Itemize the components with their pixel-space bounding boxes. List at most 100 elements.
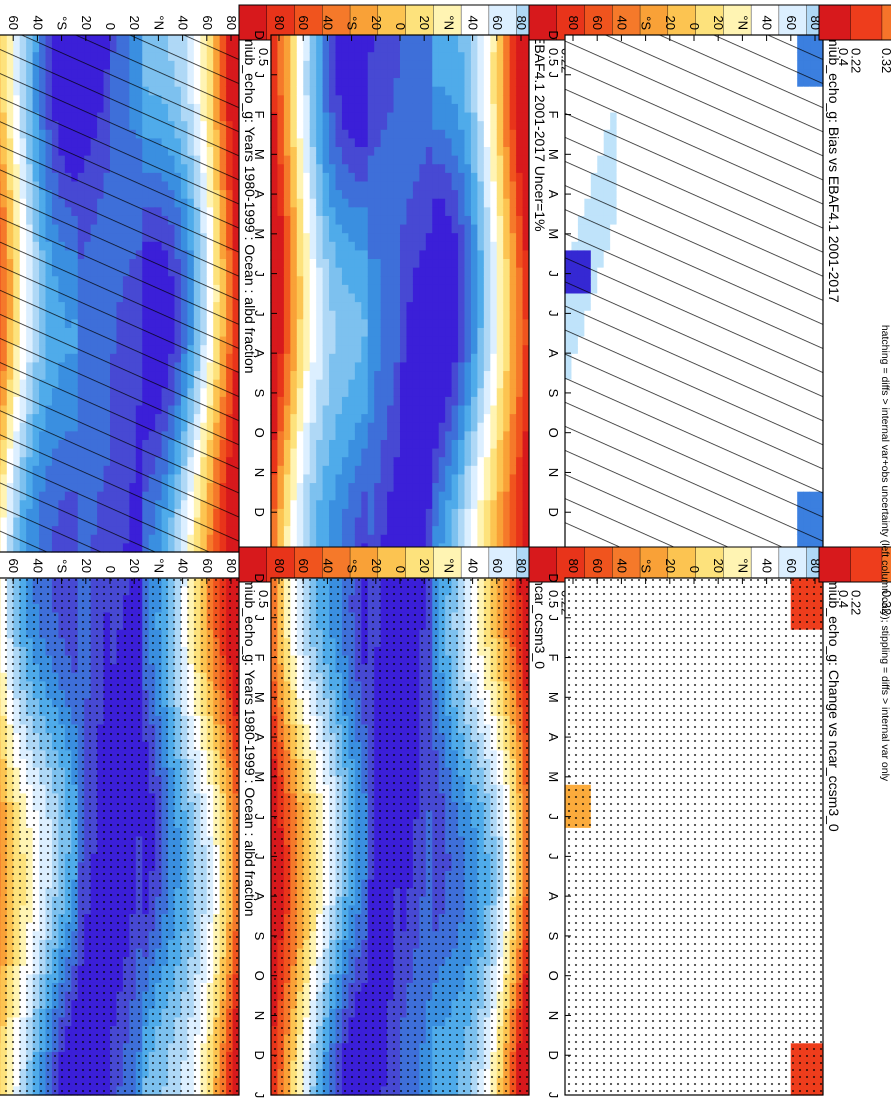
heat-cell <box>522 216 529 225</box>
heat-cell <box>296 414 303 423</box>
heat-cell <box>328 535 335 544</box>
heat-cell <box>406 207 413 216</box>
heat-cell <box>380 156 387 165</box>
heat-cell <box>425 285 432 294</box>
heat-cell <box>348 500 355 509</box>
heat-cell <box>432 276 439 285</box>
heat-cell <box>457 190 464 199</box>
heat-cell <box>496 492 503 501</box>
heat-cell <box>470 52 477 61</box>
heat-cell <box>432 250 439 259</box>
heat-cell <box>516 259 523 268</box>
heat-cell <box>522 354 529 363</box>
heat-cell <box>522 483 529 492</box>
heat-cell <box>457 44 464 53</box>
heat-cell <box>341 431 348 440</box>
heat-cell <box>335 302 342 311</box>
heat-cell <box>354 397 361 406</box>
heat-cell <box>432 95 439 104</box>
heat-cell <box>516 328 523 337</box>
heat-cell <box>290 87 297 96</box>
heat-cell <box>483 406 490 415</box>
heat-cell <box>290 44 297 53</box>
heat-cell <box>316 302 323 311</box>
heat-cell <box>309 164 316 173</box>
heat-cell <box>438 483 445 492</box>
heat-cell <box>399 302 406 311</box>
heat-cell <box>380 285 387 294</box>
heat-cell <box>432 483 439 492</box>
heat-cell <box>419 181 426 190</box>
heat-cell <box>406 449 413 458</box>
heat-cell <box>490 345 497 354</box>
heat-cell <box>399 354 406 363</box>
heat-cell <box>380 526 387 535</box>
heat-cell <box>387 181 394 190</box>
heat-cell <box>432 104 439 113</box>
heat-cell <box>445 95 452 104</box>
heat-cell <box>490 69 497 78</box>
heat-cell <box>522 87 529 96</box>
heat-cell <box>374 397 381 406</box>
heat-cell <box>419 78 426 87</box>
heat-cell <box>296 406 303 415</box>
heat-cell <box>335 121 342 130</box>
heat-cell <box>303 164 310 173</box>
heat-cell <box>470 113 477 122</box>
heat-cell <box>483 500 490 509</box>
heat-cell <box>451 130 458 139</box>
heat-cell <box>406 276 413 285</box>
heat-cell <box>503 35 510 44</box>
heat-cell <box>354 181 361 190</box>
heat-cell <box>354 121 361 130</box>
heat-cell <box>277 449 284 458</box>
heat-cell <box>432 147 439 156</box>
heat-cell <box>425 87 432 96</box>
heat-cell <box>509 518 516 527</box>
heat-cell <box>374 181 381 190</box>
heat-cell <box>425 225 432 234</box>
heat-cell <box>509 207 516 216</box>
heat-cell <box>393 268 400 277</box>
heat-cell <box>380 388 387 397</box>
heat-cell <box>516 449 523 458</box>
heat-cell <box>516 483 523 492</box>
heat-cell <box>348 518 355 527</box>
heat-cell <box>316 509 323 518</box>
heat-cell <box>516 104 523 113</box>
heat-cell <box>283 466 290 475</box>
heat-cell <box>438 509 445 518</box>
heat-cell <box>425 113 432 122</box>
heat-cell <box>516 423 523 432</box>
heat-cell <box>419 337 426 346</box>
heat-cell <box>283 345 290 354</box>
heat-cell <box>432 87 439 96</box>
heat-cell <box>316 44 323 53</box>
heat-cell <box>457 518 464 527</box>
heat-cell <box>290 181 297 190</box>
heat-cell <box>367 406 374 415</box>
heat-cell <box>503 397 510 406</box>
heat-cell <box>445 44 452 53</box>
heat-cell <box>477 35 484 44</box>
heat-cell <box>277 207 284 216</box>
heat-cell <box>290 294 297 303</box>
heat-cell <box>399 457 406 466</box>
heat-cell <box>445 406 452 415</box>
heat-cell <box>341 44 348 53</box>
heat-cell <box>503 130 510 139</box>
heat-cell <box>438 156 445 165</box>
heat-cell <box>503 233 510 242</box>
heat-cell <box>348 388 355 397</box>
heat-cell <box>348 337 355 346</box>
heat-cell <box>419 216 426 225</box>
heat-cell <box>412 414 419 423</box>
heat-cell <box>496 216 503 225</box>
heat-cell <box>380 35 387 44</box>
heat-cell <box>503 474 510 483</box>
heat-cell <box>335 328 342 337</box>
heat-cell <box>477 233 484 242</box>
heat-cell <box>496 380 503 389</box>
heat-cell <box>483 233 490 242</box>
heat-cell <box>387 35 394 44</box>
